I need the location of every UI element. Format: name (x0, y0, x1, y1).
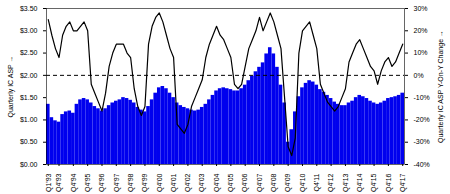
svg-text:$2.00: $2.00 (20, 72, 38, 79)
svg-text:Q4'07: Q4'07 (256, 173, 264, 192)
svg-text:Q4'95: Q4'95 (84, 173, 92, 192)
svg-text:Q1'93: Q1'93 (45, 173, 53, 192)
svg-text:20%: 20% (414, 27, 428, 34)
svg-text:$1.00: $1.00 (20, 116, 38, 123)
svg-text:$0.00: $0.00 (20, 161, 38, 168)
svg-text:10%: 10% (414, 49, 428, 56)
svg-text:Q4'08: Q4'08 (270, 173, 278, 192)
svg-text:Q4'10: Q4'10 (299, 173, 307, 192)
svg-text:-10%: -10% (414, 94, 430, 101)
svg-text:Q4'96: Q4'96 (98, 173, 106, 192)
svg-text:$0.50: $0.50 (20, 138, 38, 145)
svg-text:Q4'98: Q4'98 (127, 173, 135, 192)
svg-text:Q4'16: Q4'16 (385, 173, 393, 192)
svg-text:30%: 30% (414, 5, 428, 12)
svg-text:Q4'13: Q4'13 (342, 173, 350, 192)
svg-text:Q4'15: Q4'15 (370, 173, 378, 192)
svg-text:Q4'06: Q4'06 (241, 173, 249, 192)
svg-text:Q4'04: Q4'04 (213, 173, 221, 192)
svg-text:Q4'97: Q4'97 (113, 173, 121, 192)
svg-text:Q4'94: Q4'94 (70, 173, 78, 192)
svg-text:Q4'00: Q4'00 (156, 173, 164, 192)
svg-text:$1.50: $1.50 (20, 94, 38, 101)
svg-text:Q4'93: Q4'93 (55, 173, 63, 192)
svg-text:$3.50: $3.50 (20, 5, 38, 12)
svg-text:$3.00: $3.00 (20, 27, 38, 34)
svg-text:Quarterly IC ASP Y-On-Y Change: Quarterly IC ASP Y-On-Y Change → (437, 30, 445, 143)
svg-text:Q4'17: Q4'17 (399, 173, 407, 192)
svg-text:Q4'99: Q4'99 (141, 173, 149, 192)
svg-text:-30%: -30% (414, 138, 430, 145)
svg-text:Q4'05: Q4'05 (227, 173, 235, 192)
svg-text:Q4'02: Q4'02 (184, 173, 192, 192)
svg-text:Q4'03: Q4'03 (198, 173, 206, 192)
svg-text:Quarterly IC ASP →: Quarterly IC ASP → (7, 55, 15, 117)
svg-text:-40%: -40% (414, 161, 430, 168)
svg-text:0%: 0% (414, 72, 424, 79)
svg-text:-20%: -20% (414, 116, 430, 123)
svg-text:$2.50: $2.50 (20, 49, 38, 56)
svg-text:Q4'14: Q4'14 (356, 173, 364, 192)
svg-text:Q4'01: Q4'01 (170, 173, 178, 192)
svg-text:Q4'11: Q4'11 (313, 173, 321, 191)
svg-text:Q4'12: Q4'12 (327, 173, 335, 192)
svg-text:Q4'09: Q4'09 (284, 173, 292, 192)
